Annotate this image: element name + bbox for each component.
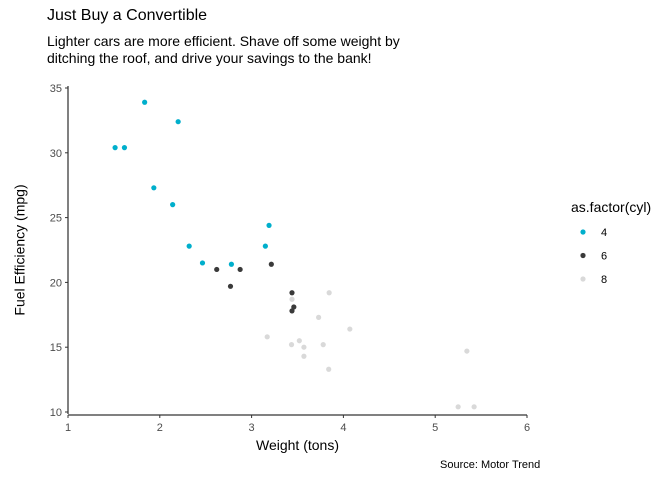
data-point-cyl-4 <box>262 243 268 249</box>
data-point-cyl-6 <box>227 283 234 289</box>
data-point-cyl-6 <box>291 304 297 310</box>
y-tick-label: 15 <box>50 342 62 354</box>
data-point-cyl-4 <box>228 261 235 267</box>
data-points <box>112 99 477 410</box>
data-point-cyl-8 <box>296 338 302 344</box>
x-axis-title: Weight (tons) <box>256 437 339 453</box>
legend-key-cyl-4 <box>580 229 586 235</box>
data-point-cyl-8 <box>288 342 295 348</box>
data-point-cyl-8 <box>464 348 470 354</box>
chart-caption: Source: Motor Trend <box>440 459 541 471</box>
data-point-cyl-6 <box>289 308 295 314</box>
y-tick-label: 25 <box>50 213 62 225</box>
legend-key-cyl-8 <box>580 276 586 282</box>
data-point-cyl-8 <box>301 344 307 350</box>
data-point-cyl-6 <box>237 266 243 273</box>
y-ticks: 10 15 20 25 30 35 <box>50 83 68 419</box>
x-tick-label: 5 <box>432 422 438 434</box>
y-tick-label: 35 <box>50 83 62 95</box>
y-axis-title: Fuel Efficiency (mpg) <box>12 184 28 315</box>
data-point-cyl-4 <box>175 119 181 125</box>
x-tick-label: 2 <box>157 422 163 434</box>
chart-title: Just Buy a Convertible <box>47 7 208 24</box>
y-tick-label: 30 <box>50 148 62 160</box>
data-point-cyl-8 <box>316 314 322 320</box>
data-point-cyl-4 <box>121 145 128 151</box>
data-point-cyl-8 <box>289 296 295 302</box>
legend-title: as.factor(cyl) <box>571 199 651 215</box>
data-point-cyl-4 <box>266 222 272 228</box>
data-point-cyl-4 <box>151 185 157 191</box>
legend-label-cyl-6: 6 <box>601 251 607 263</box>
legend-label-cyl-4: 4 <box>601 227 607 239</box>
x-tick-label: 4 <box>340 422 346 434</box>
data-point-cyl-8 <box>471 404 477 410</box>
data-point-cyl-8 <box>326 366 332 372</box>
data-point-cyl-8 <box>264 334 270 340</box>
y-tick-label: 10 <box>50 407 62 419</box>
data-point-cyl-8 <box>455 404 461 410</box>
data-point-cyl-6 <box>214 266 220 273</box>
chart-subtitle: Lighter cars are more efficient. Shave o… <box>47 33 400 66</box>
legend-key-cyl-6 <box>580 252 586 259</box>
y-tick-label: 20 <box>50 277 62 289</box>
legend: as.factor(cyl) 4 6 8 <box>571 199 651 286</box>
data-point-cyl-4 <box>112 145 118 151</box>
data-point-cyl-4 <box>199 260 206 266</box>
data-point-cyl-8 <box>320 342 326 348</box>
data-point-cyl-6 <box>268 261 274 267</box>
x-tick-label: 3 <box>249 422 255 434</box>
axes <box>67 86 527 416</box>
data-point-cyl-6 <box>289 290 295 296</box>
legend-label-cyl-8: 8 <box>601 274 607 286</box>
data-point-cyl-4 <box>170 202 176 208</box>
x-ticks: 1 2 3 4 5 6 <box>65 415 530 434</box>
data-point-cyl-4 <box>142 99 148 105</box>
data-point-cyl-8 <box>301 353 307 359</box>
x-tick-label: 1 <box>65 422 71 434</box>
data-point-cyl-8 <box>347 326 353 332</box>
data-point-cyl-4 <box>186 243 192 249</box>
x-tick-label: 6 <box>524 422 530 434</box>
data-point-cyl-8 <box>326 290 332 296</box>
